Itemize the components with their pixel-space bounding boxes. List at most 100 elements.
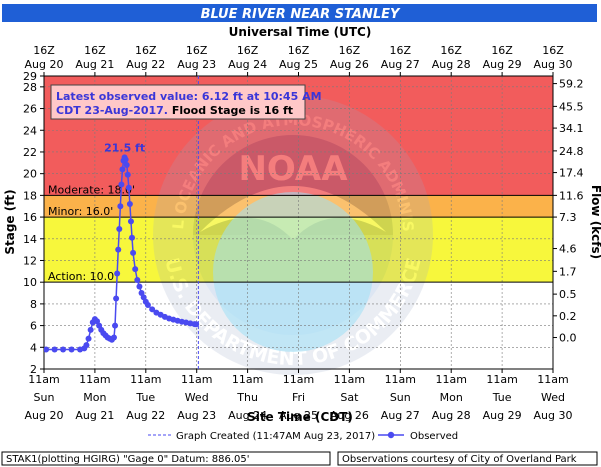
y-tick-label: 24 [23,124,37,137]
x-top-tick-label: Aug 22 [126,58,165,71]
x-top-tick-label: 16Z [186,44,208,57]
y-tick-label: 28 [23,81,37,94]
axes: 246810121416182022242628290.00.20.51.74.… [23,44,584,422]
observed-point [134,277,141,284]
legend-created-label: Graph Created (11:47AM Aug 23, 2017) [176,431,375,442]
legend: Graph Created (11:47AM Aug 23, 2017) Obs… [148,431,458,442]
x-top-tick-label: 16Z [84,44,106,57]
top-axis-label: Universal Time (UTC) [229,25,372,39]
x-tick-label: 11am [486,373,517,386]
latest-observation-box: Latest observed value: 6.12 ft at 10:45 … [50,84,322,120]
x-tick-label: Aug 27 [381,409,420,422]
y2-tick-label: 1.7 [559,265,577,278]
observed-point [87,326,94,333]
x-top-tick-label: 16Z [33,44,55,57]
observed-point [136,283,143,290]
x-tick-label: Aug 28 [432,409,471,422]
threshold-label: Minor: 16.0' [48,205,113,218]
x-tick-label: Tue [492,391,512,404]
observed-point [149,306,156,313]
threshold-label: Moderate: 18.0' [48,183,135,196]
x-top-tick-label: Aug 26 [330,58,369,71]
observed-point [85,335,92,342]
observed-point [115,246,122,253]
y2-tick-label: 45.5 [559,100,584,113]
x-tick-label: Aug 20 [25,409,64,422]
x-tick-label: 11am [130,373,161,386]
y-tick-label: 10 [23,276,37,289]
x-top-tick-label: Aug 21 [75,58,114,71]
y-axis-title: Stage (ft) [3,189,17,254]
x-tick-label: Aug 21 [75,409,114,422]
observed-point [114,270,121,277]
x-top-tick-label: Aug 24 [228,58,267,71]
title-bar [2,4,597,22]
x-tick-label: 11am [283,373,314,386]
x-top-tick-label: 16Z [135,44,157,57]
x-tick-label: Sun [390,391,411,404]
x-top-tick-label: 16Z [542,44,564,57]
x-tick-label: Aug 26 [330,409,369,422]
observed-point [123,161,130,168]
y2-tick-label: 34.1 [559,122,584,135]
y-tick-label: 29 [23,70,37,83]
x-top-tick-label: Aug 20 [25,58,64,71]
y-tick-label: 26 [23,103,37,116]
latest-line1: Latest observed value: 6.12 ft at 10:45 … [56,90,322,103]
observed-point [110,334,117,341]
y2-axis-title: Flow (kcfs) [589,185,601,259]
observed-point [113,295,120,302]
x-top-tick-label: 16Z [491,44,513,57]
x-tick-label: Aug 24 [228,409,267,422]
threshold-label: Action: 10.0' [48,270,117,283]
observed-point [127,218,134,225]
observed-series [44,154,200,353]
x-tick-label: Aug 30 [534,409,573,422]
peak-label: 21.5 ft [104,141,145,154]
latest-line2-flood: Flood Stage is 16 ft [168,104,293,117]
observed-point [130,249,137,256]
y-tick-label: 12 [23,254,37,267]
y2-tick-label: 11.6 [559,189,584,202]
x-top-tick-label: 16Z [339,44,361,57]
x-tick-label: Aug 25 [279,409,318,422]
observed-point [129,234,136,241]
footer: STAK1(plotting HGIRG) "Gage 0" Datum: 88… [1,451,598,466]
y-tick-label: 14 [23,233,37,246]
legend-observed-marker [387,431,395,439]
x-tick-label: Mon [83,391,106,404]
x-tick-label: Mon [440,391,463,404]
x-tick-label: 11am [232,373,263,386]
x-top-tick-label: 16Z [440,44,462,57]
observed-point [116,226,123,233]
x-tick-label: 11am [435,373,466,386]
observed-point [68,346,75,353]
y-tick-label: 16 [23,211,37,224]
y-tick-label: 18 [23,189,37,202]
observed-point [119,166,126,173]
x-tick-label: Tue [135,391,155,404]
watermark-center-text: NOAA [238,149,348,189]
observed-point [117,203,124,210]
footer-right: Observations courtesy of City of Overlan… [342,454,577,465]
chart-title: BLUE RIVER NEAR STANLEY [201,7,401,22]
observed-point [125,184,132,191]
watermark-light-disk [213,192,373,352]
observed-point [51,346,58,353]
y-tick-label: 6 [30,320,37,333]
y2-tick-label: 0.5 [559,288,577,301]
observed-point [60,346,67,353]
x-top-tick-label: Aug 23 [177,58,216,71]
x-tick-label: Wed [185,391,209,404]
x-tick-label: 11am [181,373,212,386]
y2-tick-label: 0.0 [559,332,577,345]
x-top-tick-label: Aug 27 [381,58,420,71]
observed-point [126,201,133,208]
x-top-tick-label: Aug 25 [279,58,318,71]
x-tick-label: Thu [236,391,258,404]
x-tick-label: 11am [385,373,416,386]
y2-tick-label: 0.2 [559,310,577,323]
y-tick-label: 2 [30,363,37,376]
x-top-tick-label: 16Z [288,44,310,57]
y2-tick-label: 7.3 [559,211,577,224]
